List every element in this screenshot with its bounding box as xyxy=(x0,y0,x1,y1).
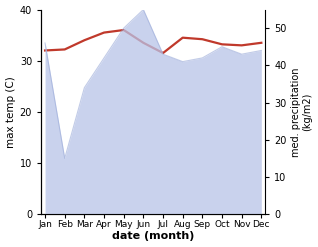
Y-axis label: med. precipitation
(kg/m2): med. precipitation (kg/m2) xyxy=(291,67,313,157)
Y-axis label: max temp (C): max temp (C) xyxy=(5,76,16,148)
X-axis label: date (month): date (month) xyxy=(112,231,194,242)
